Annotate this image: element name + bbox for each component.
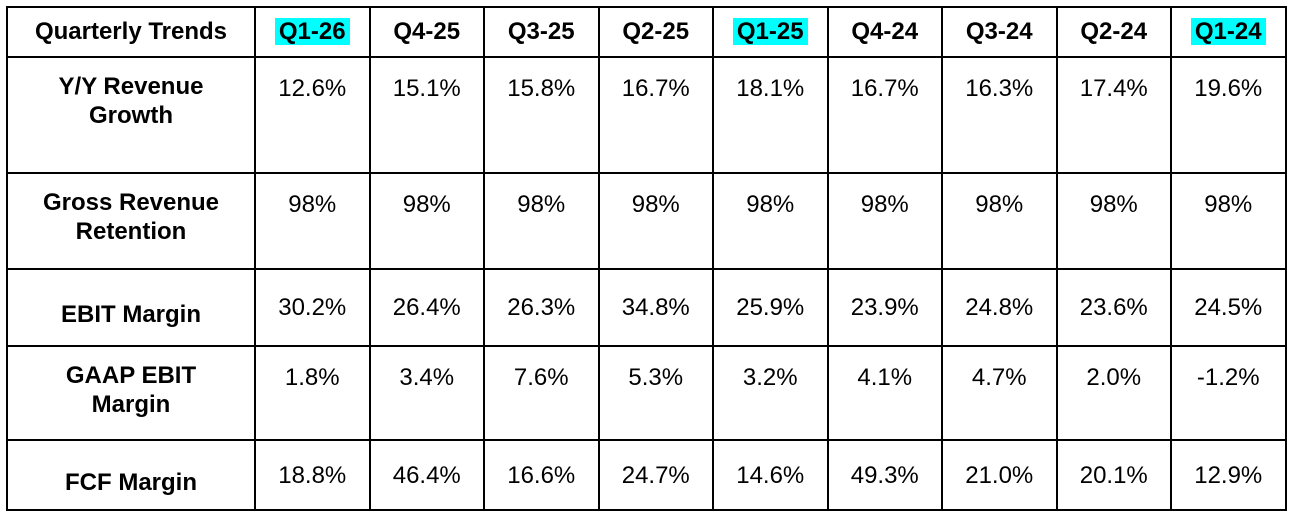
row-label: Gross Revenue Retention bbox=[6, 172, 256, 270]
table-cell: 17.4% bbox=[1055, 56, 1172, 174]
table-cell: 25.9% bbox=[712, 268, 829, 347]
row-label: FCF Margin bbox=[6, 439, 256, 511]
table-cell: 14.6% bbox=[712, 439, 829, 511]
table-cell: 4.1% bbox=[826, 345, 943, 441]
table-cell: 23.6% bbox=[1055, 268, 1172, 347]
header-row: Quarterly Trends Q1-26 Q4-25 Q3-25 Q2-25… bbox=[6, 6, 1287, 58]
row-label-line1: Y/Y Revenue bbox=[58, 73, 204, 100]
table-cell: 24.5% bbox=[1170, 268, 1287, 347]
table-cell: 26.3% bbox=[483, 268, 600, 347]
table-cell: 1.8% bbox=[254, 345, 371, 441]
table-cell: 16.3% bbox=[941, 56, 1058, 174]
table-cell: 24.8% bbox=[941, 268, 1058, 347]
table-cell: 49.3% bbox=[826, 439, 943, 511]
column-header-q4-25: Q4-25 bbox=[368, 6, 485, 58]
table-cell: 98% bbox=[483, 172, 600, 270]
column-header-q1-24: Q1-24 bbox=[1170, 6, 1287, 58]
table-cell: 20.1% bbox=[1055, 439, 1172, 511]
table-cell: 98% bbox=[1170, 172, 1287, 270]
table-cell: 98% bbox=[597, 172, 714, 270]
table-cell: 46.4% bbox=[368, 439, 485, 511]
table-cell: 30.2% bbox=[254, 268, 371, 347]
row-label-line2: Margin bbox=[91, 391, 171, 418]
table-cell: 98% bbox=[368, 172, 485, 270]
table-cell: 16.6% bbox=[483, 439, 600, 511]
table-cell: 98% bbox=[1055, 172, 1172, 270]
quarterly-trends-table: Quarterly Trends Q1-26 Q4-25 Q3-25 Q2-25… bbox=[6, 6, 1287, 511]
row-label-line2: Growth bbox=[89, 102, 173, 129]
table-cell: 16.7% bbox=[826, 56, 943, 174]
row-label: GAAP EBIT Margin bbox=[6, 345, 256, 441]
table-cell: 3.4% bbox=[368, 345, 485, 441]
table-cell: 12.6% bbox=[254, 56, 371, 174]
column-header-q1-26: Q1-26 bbox=[254, 6, 371, 58]
table-cell: 16.7% bbox=[597, 56, 714, 174]
table-cell: 15.1% bbox=[368, 56, 485, 174]
column-header-q2-24: Q2-24 bbox=[1055, 6, 1172, 58]
quarterly-trends-table-wrapper: Quarterly Trends Q1-26 Q4-25 Q3-25 Q2-25… bbox=[6, 6, 1287, 511]
table-row-ebit-margin: EBIT Margin 30.2% 26.4% 26.3% 34.8% 25.9… bbox=[6, 268, 1287, 347]
table-cell: 3.2% bbox=[712, 345, 829, 441]
column-header-q3-25: Q3-25 bbox=[483, 6, 600, 58]
table-cell: 4.7% bbox=[941, 345, 1058, 441]
column-header-q3-24: Q3-24 bbox=[941, 6, 1058, 58]
table-cell: 98% bbox=[826, 172, 943, 270]
column-header-q2-25: Q2-25 bbox=[597, 6, 714, 58]
row-label-line1: GAAP EBIT bbox=[65, 362, 197, 389]
highlighted-label: Q1-24 bbox=[1190, 18, 1266, 45]
table-cell: 24.7% bbox=[597, 439, 714, 511]
highlighted-label: Q1-26 bbox=[274, 18, 350, 45]
table-cell: 19.6% bbox=[1170, 56, 1287, 174]
table-cell: 98% bbox=[712, 172, 829, 270]
table-cell: 2.0% bbox=[1055, 345, 1172, 441]
table-cell: 18.1% bbox=[712, 56, 829, 174]
table-cell: 26.4% bbox=[368, 268, 485, 347]
table-cell: 98% bbox=[254, 172, 371, 270]
table-cell: 34.8% bbox=[597, 268, 714, 347]
row-label-line1: Gross Revenue bbox=[42, 189, 220, 216]
table-cell: 98% bbox=[941, 172, 1058, 270]
table-row-fcf-margin: FCF Margin 18.8% 46.4% 16.6% 24.7% 14.6%… bbox=[6, 439, 1287, 511]
table-cell: 7.6% bbox=[483, 345, 600, 441]
row-label-line2: Retention bbox=[75, 218, 187, 245]
table-cell: 23.9% bbox=[826, 268, 943, 347]
column-header-q1-25: Q1-25 bbox=[712, 6, 829, 58]
table-cell: 15.8% bbox=[483, 56, 600, 174]
table-cell: 18.8% bbox=[254, 439, 371, 511]
table-cell: 12.9% bbox=[1170, 439, 1287, 511]
column-header-q4-24: Q4-24 bbox=[826, 6, 943, 58]
row-label: EBIT Margin bbox=[6, 268, 256, 347]
table-row-gaap-ebit-margin: GAAP EBIT Margin 1.8% 3.4% 7.6% 5.3% 3.2… bbox=[6, 345, 1287, 441]
table-cell: 21.0% bbox=[941, 439, 1058, 511]
highlighted-label: Q1-25 bbox=[732, 18, 808, 45]
table-cell: 5.3% bbox=[597, 345, 714, 441]
table-row-yy-revenue-growth: Y/Y Revenue Growth 12.6% 15.1% 15.8% 16.… bbox=[6, 56, 1287, 174]
table-row-gross-revenue-retention: Gross Revenue Retention 98% 98% 98% 98% … bbox=[6, 172, 1287, 270]
corner-header: Quarterly Trends bbox=[6, 6, 256, 58]
row-label: Y/Y Revenue Growth bbox=[6, 56, 256, 174]
table-cell: -1.2% bbox=[1170, 345, 1287, 441]
